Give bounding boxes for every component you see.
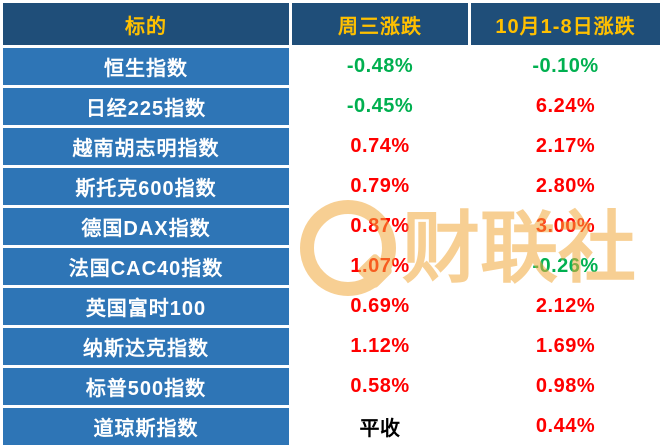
oct1-8-change-cell: 2.12% (468, 285, 660, 328)
index-name-cell: 德国DAX指数 (0, 205, 292, 248)
wednesday-change-cell: 0.87% (289, 205, 471, 248)
table-row: 恒生指数 -0.48% -0.10% (0, 45, 660, 88)
wednesday-change-cell: -0.48% (289, 45, 471, 88)
table-row: 标普500指数 0.58% 0.98% (0, 365, 660, 408)
wednesday-change-cell: 平收 (289, 405, 471, 448)
wednesday-change-cell: 1.12% (289, 325, 471, 368)
table-row: 越南胡志明指数 0.74% 2.17% (0, 125, 660, 168)
wednesday-change-cell: -0.45% (289, 85, 471, 128)
table-header-row: 标的 周三涨跌 10月1-8日涨跌 (0, 0, 660, 48)
table-row: 斯托克600指数 0.79% 2.80% (0, 165, 660, 208)
table-row: 英国富时100 0.69% 2.12% (0, 285, 660, 328)
oct1-8-change-cell: -0.10% (468, 45, 660, 88)
table-row: 纳斯达克指数 1.12% 1.69% (0, 325, 660, 368)
oct1-8-change-cell: 0.44% (468, 405, 660, 448)
header-wednesday-change: 周三涨跌 (289, 0, 471, 48)
index-name-cell: 日经225指数 (0, 85, 292, 128)
wednesday-change-cell: 0.79% (289, 165, 471, 208)
header-target: 标的 (0, 0, 292, 48)
oct1-8-change-cell: 3.00% (468, 205, 660, 248)
header-oct1-8-change: 10月1-8日涨跌 (468, 0, 660, 48)
index-name-cell: 越南胡志明指数 (0, 125, 292, 168)
index-name-cell: 纳斯达克指数 (0, 325, 292, 368)
oct1-8-change-cell: 2.17% (468, 125, 660, 168)
oct1-8-change-cell: 0.98% (468, 365, 660, 408)
oct1-8-change-cell: 2.80% (468, 165, 660, 208)
oct1-8-change-cell: -0.26% (468, 245, 660, 288)
wednesday-change-cell: 0.74% (289, 125, 471, 168)
wednesday-change-cell: 1.07% (289, 245, 471, 288)
index-name-cell: 斯托克600指数 (0, 165, 292, 208)
oct1-8-change-cell: 6.24% (468, 85, 660, 128)
table-body: 恒生指数 -0.48% -0.10% 日经225指数 -0.45% 6.24% 越南胡志明指… (0, 45, 660, 448)
index-name-cell: 恒生指数 (0, 45, 292, 88)
table-row: 德国DAX指数 0.87% 3.00% (0, 205, 660, 248)
index-name-cell: 道琼斯指数 (0, 405, 292, 448)
wednesday-change-cell: 0.58% (289, 365, 471, 408)
oct1-8-change-cell: 1.69% (468, 325, 660, 368)
table-row: 道琼斯指数 平收 0.44% (0, 405, 660, 448)
index-name-cell: 标普500指数 (0, 365, 292, 408)
index-name-cell: 英国富时100 (0, 285, 292, 328)
wednesday-change-cell: 0.69% (289, 285, 471, 328)
index-name-cell: 法国CAC40指数 (0, 245, 292, 288)
table-row: 法国CAC40指数 1.07% -0.26% (0, 245, 660, 288)
table-row: 日经225指数 -0.45% 6.24% (0, 85, 660, 128)
